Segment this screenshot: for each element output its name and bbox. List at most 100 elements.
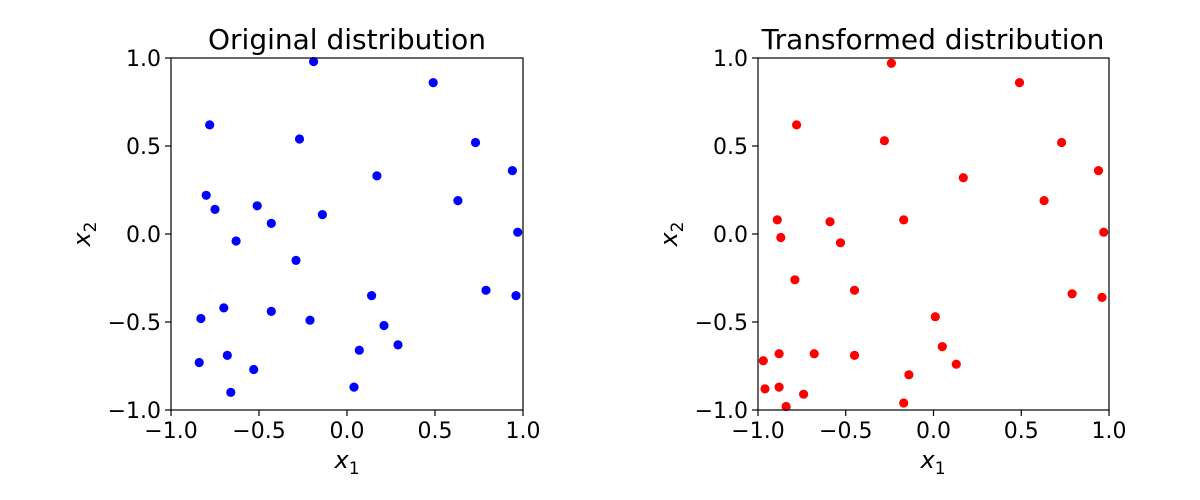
- data-point: [317, 210, 327, 220]
- data-point: [1067, 289, 1077, 299]
- data-point: [1099, 227, 1109, 237]
- plot-frame-transformed: [757, 57, 1110, 411]
- data-point: [772, 215, 782, 225]
- data-point: [266, 218, 276, 228]
- data-point: [226, 387, 236, 397]
- data-point: [309, 56, 319, 67]
- data-point: [231, 236, 241, 246]
- y-axis-label-sub-original: 2: [81, 221, 101, 232]
- data-point: [758, 356, 768, 366]
- x-tick-label: 0.5: [418, 419, 453, 444]
- x-axis-label-sub-transformed: 1: [935, 459, 946, 479]
- y-axis-label-sub-transformed: 2: [668, 221, 688, 232]
- y-tick-label: −1.0: [695, 399, 748, 424]
- x-tick-label: −1.0: [731, 419, 784, 444]
- data-point: [1097, 292, 1107, 302]
- data-point: [249, 364, 259, 375]
- data-point: [367, 291, 377, 301]
- y-tick-label: 1.0: [126, 47, 161, 72]
- x-axis-label-sub-original: 1: [349, 459, 360, 479]
- data-point: [196, 313, 206, 324]
- x-tick-label: 0.0: [330, 419, 365, 444]
- y-tick-label: −0.5: [108, 311, 161, 336]
- chart-transformed: Transformed distribution −1.0 −0.5 0.0 0.5 1…: [655, 23, 1127, 479]
- x-tick-label: −0.5: [819, 419, 872, 444]
- data-point: [879, 136, 890, 146]
- points-original: [194, 56, 523, 397]
- data-point: [481, 285, 491, 295]
- data-point: [799, 389, 809, 399]
- data-point: [305, 315, 315, 325]
- data-point: [210, 204, 220, 214]
- data-point: [849, 350, 860, 360]
- ticks-transformed: −1.0 −0.5 0.0 0.5 1.0 −1.0 −0.5 0.0 0.5 1.0: [695, 47, 1127, 444]
- y-axis-label-base-original: x: [68, 232, 96, 248]
- y-axis-label-base-transformed: x: [655, 232, 683, 248]
- data-point: [835, 238, 846, 248]
- y-tick-label: 1.0: [713, 47, 748, 72]
- x-axis-label-original: x1: [333, 446, 359, 479]
- x-tick-label: −0.5: [232, 419, 285, 444]
- data-point: [849, 285, 860, 295]
- data-point: [194, 357, 204, 368]
- x-axis-label-base-original: x: [333, 446, 349, 474]
- data-point: [252, 201, 262, 211]
- data-point: [513, 227, 523, 237]
- data-point: [776, 232, 786, 243]
- data-point: [790, 275, 800, 285]
- data-point: [1014, 78, 1025, 88]
- data-point: [809, 349, 819, 359]
- data-point: [428, 78, 438, 88]
- data-point: [507, 166, 517, 176]
- ticks-original: −1.0 −0.5 0.0 0.5 1.0 −1.0 −0.5 0.0 0.5 1.0: [108, 47, 541, 444]
- data-point: [825, 217, 835, 227]
- y-axis-label-original: x2: [68, 221, 101, 247]
- chart-title-transformed: Transformed distribution: [761, 23, 1105, 56]
- data-point: [222, 350, 232, 360]
- data-point: [1057, 137, 1067, 148]
- x-tick-label: 1.0: [1092, 419, 1127, 444]
- x-tick-label: −1.0: [144, 419, 197, 444]
- chart-title-original: Original distribution: [208, 23, 486, 56]
- x-axis-label-transformed: x1: [919, 446, 945, 479]
- data-point: [201, 190, 211, 200]
- data-point: [760, 384, 770, 394]
- data-point: [379, 320, 389, 331]
- y-tick-label: 0.5: [126, 135, 161, 160]
- data-point: [1093, 166, 1104, 176]
- data-point: [904, 370, 914, 380]
- data-point: [1039, 196, 1049, 206]
- data-point: [453, 196, 463, 206]
- data-point: [886, 58, 897, 68]
- x-tick-label: 0.0: [916, 419, 951, 444]
- data-point: [393, 340, 403, 350]
- y-tick-label: 0.5: [713, 135, 748, 160]
- y-tick-label: −0.5: [695, 311, 748, 336]
- data-point: [937, 342, 947, 352]
- data-point: [294, 134, 305, 144]
- x-tick-label: 1.0: [506, 419, 541, 444]
- data-point: [205, 120, 215, 130]
- data-point: [354, 345, 364, 355]
- y-tick-label: 0.0: [713, 223, 748, 248]
- data-point: [774, 349, 784, 359]
- y-tick-label: −1.0: [108, 399, 161, 424]
- data-point: [470, 137, 481, 148]
- y-tick-label: 0.0: [126, 223, 161, 248]
- data-point: [781, 401, 791, 412]
- data-point: [511, 291, 521, 301]
- data-point: [349, 382, 359, 392]
- chart-original: Original distribution −1.0 −0.5 0.0 0.5 1.0−…: [68, 23, 541, 479]
- data-point: [266, 306, 276, 316]
- data-point: [951, 359, 961, 369]
- data-point: [930, 312, 940, 322]
- data-point: [899, 215, 909, 225]
- data-point: [899, 398, 909, 408]
- data-point: [774, 382, 784, 392]
- data-point: [291, 255, 301, 265]
- data-point: [792, 120, 802, 130]
- data-point: [372, 171, 382, 181]
- data-point: [958, 173, 968, 183]
- x-tick-label: 0.5: [1004, 419, 1039, 444]
